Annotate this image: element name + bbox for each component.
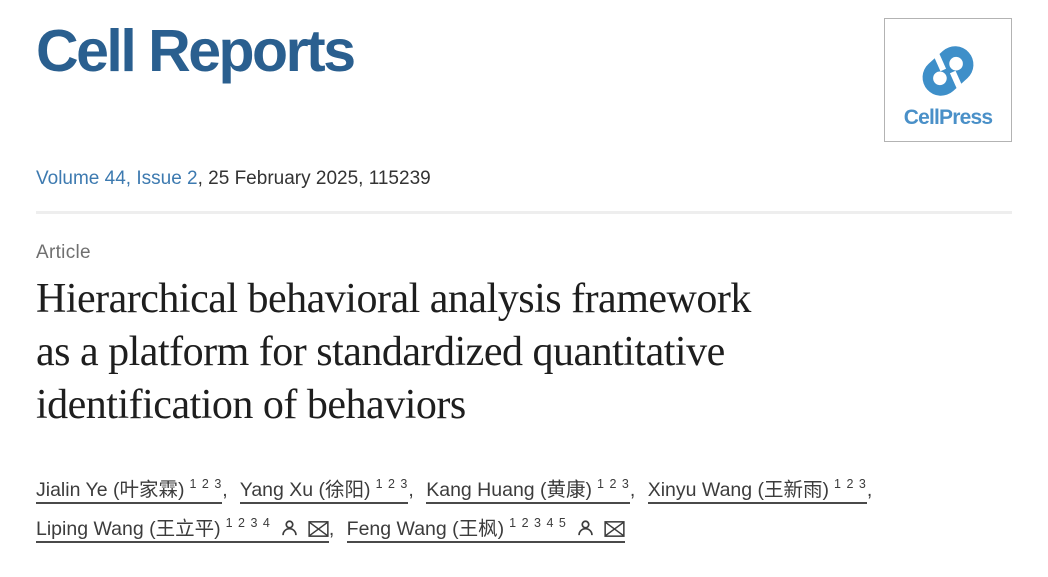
- person-icon[interactable]: [280, 519, 299, 538]
- author-link-yang-xu[interactable]: Yang Xu (徐阳) 1 2 3: [239, 477, 409, 504]
- volume-issue-link[interactable]: Volume 44, Issue 2: [36, 168, 198, 189]
- author-link-liping-wang[interactable]: Liping Wang (王立平) 1 2 3 4: [36, 516, 329, 543]
- author-link-kang-huang[interactable]: Kang Huang (黄康) 1 2 3: [426, 477, 630, 504]
- author-link-jialin-ye[interactable]: Jialin Ye (叶家霖) 1 2 3: [36, 477, 223, 504]
- author-affiliations: 1 2 3: [597, 477, 630, 491]
- article-type-label: Article: [36, 242, 91, 263]
- masthead: Cell Reports CellPress: [36, 16, 1012, 142]
- article-title: Hierarchical behavioral analysis framewo…: [36, 273, 1012, 432]
- journal-logo[interactable]: Cell Reports: [36, 18, 356, 84]
- envelope-icon[interactable]: [604, 520, 625, 538]
- author-affiliations: 1 2 3 4 5: [509, 516, 567, 530]
- author-affiliations: 1 2 3: [189, 477, 223, 491]
- author-affiliations: 1 2 3: [834, 477, 867, 491]
- author-link-xinyu-wang[interactable]: Xinyu Wang (王新雨) 1 2 3: [647, 477, 867, 504]
- author-affiliations: 1 2 3 4: [225, 516, 271, 530]
- author-line-2: Liping Wang (王立平) 1 2 3 4, Feng Wang (王枫)…: [36, 511, 1012, 550]
- cellpress-wordmark: CellPress: [903, 105, 993, 129]
- issue-line: Volume 44, Issue 2, 25 February 2025, 11…: [36, 168, 1012, 190]
- cellpress-logo[interactable]: CellPress: [884, 18, 1012, 142]
- cellpress-swirl-icon: [914, 37, 982, 105]
- envelope-icon[interactable]: [308, 520, 329, 538]
- author-affiliations: 1 2 3: [375, 477, 409, 491]
- author-link-feng-wang[interactable]: Feng Wang (王枫) 1 2 3 4 5: [346, 516, 625, 543]
- title-line-2: as a platform for standardized quantitat…: [36, 329, 725, 375]
- title-line-1: Hierarchical behavioral analysis framewo…: [36, 276, 751, 322]
- title-line-3: identification of behaviors: [36, 382, 466, 428]
- person-icon[interactable]: [576, 519, 595, 538]
- author-line-1: Jialin Ye (叶家霖) 1 2 3, Yang Xu (徐阳) 1 2 3,…: [36, 472, 1012, 511]
- header-divider: [36, 211, 1012, 214]
- author-list: Jialin Ye (叶家霖) 1 2 3, Yang Xu (徐阳) 1 2 3,…: [36, 472, 1012, 550]
- issue-date-text: , 25 February 2025, 115239: [197, 168, 431, 189]
